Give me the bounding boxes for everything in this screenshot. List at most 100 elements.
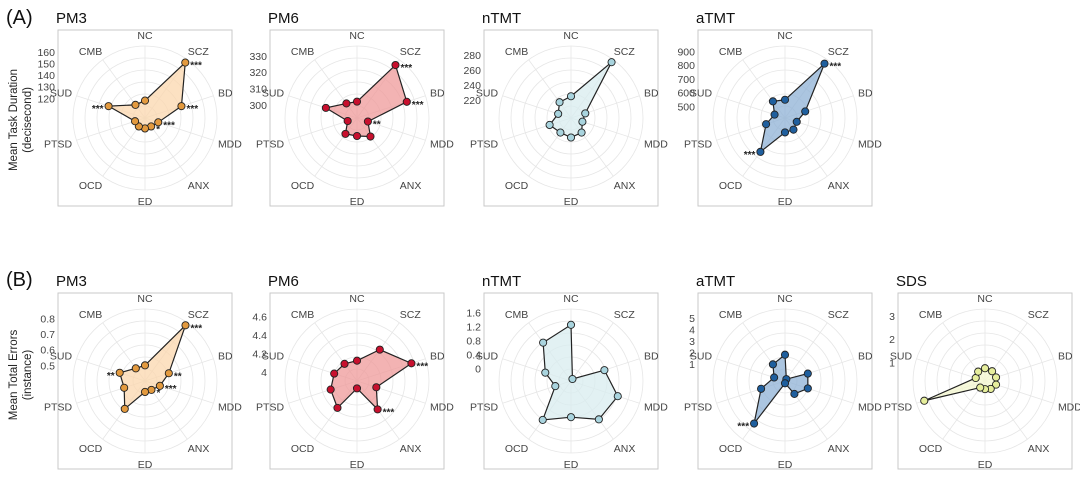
chart-a-pm6-tick: 320 <box>249 67 267 79</box>
chart-a-pm6-point-ed <box>352 131 362 141</box>
chart-a-pm6: PM6 NC SCZ BD MDD ANX ED OCD PTSD SUD CMB 300 310 320… <box>249 10 454 208</box>
chart-b-ntmt-point-nc <box>566 320 576 329</box>
chart-b-atmt-tick: 1 <box>689 359 695 371</box>
chart-a-pm6-point-sud <box>321 103 330 112</box>
chart-b-pm3-point-ptsd <box>120 383 129 392</box>
chart-b-ntmt-category-ed: ED <box>564 459 579 471</box>
row-a-ylabel-line2: (decisecond) <box>22 87 34 153</box>
row-b-label: (B) <box>6 269 33 291</box>
chart-b-sds-category-mdd: MDD <box>1058 402 1080 414</box>
chart-a-pm3-category-sud: SUD <box>50 87 73 99</box>
chart-a-pm3-category-cmb: CMB <box>79 46 102 58</box>
chart-a-ntmt-category-ptsd: PTSD <box>470 139 498 151</box>
chart-a-pm3-point-nc <box>140 96 150 105</box>
chart-b-ntmt-point-ocd <box>538 415 547 424</box>
chart-a-pm6-title: PM6 <box>268 10 299 27</box>
chart-a-pm3: PM3 NC SCZ BD MDD ANX ED OCD PTSD SUD CMB 120130140… <box>37 10 242 208</box>
chart-b-pm3-category-scz: SCZ <box>188 309 210 321</box>
chart-b-sds-category-ed: ED <box>978 459 993 471</box>
chart-b-pm3-category-anx: ANX <box>188 443 210 455</box>
chart-b-atmt-point-mdd <box>803 384 812 393</box>
chart-a-atmt-category-sud: SUD <box>690 87 713 99</box>
chart-a-pm3-category-mdd: MDD <box>218 139 242 151</box>
chart-b-pm6-point-sud <box>330 369 339 378</box>
chart-b-pm6-category-ptsd: PTSD <box>256 402 284 414</box>
chart-b-pm6-category-sud: SUD <box>262 350 285 362</box>
chart-b-pm3-point-mdd <box>155 381 164 390</box>
chart-b-ntmt-category-mdd: MDD <box>644 402 668 414</box>
chart-a-ntmt: nTMT NC SCZ BD MDD ANX ED OCD PTSD SUD CMB 220 240 26… <box>463 10 668 208</box>
chart-a-pm6-significance-mdd: ** <box>373 120 381 131</box>
chart-a-atmt-category-mdd: MDD <box>858 139 882 151</box>
chart-a-pm6-category-ptsd: PTSD <box>256 139 284 151</box>
chart-a-ntmt-category-ed: ED <box>564 196 579 208</box>
chart-b-sds-title: SDS <box>896 273 927 290</box>
chart-a-pm3-point-cmb <box>131 100 140 109</box>
chart-a-atmt-point-mdd <box>792 117 801 126</box>
chart-a-atmt-category-cmb: CMB <box>719 46 742 58</box>
chart-a-ntmt-category-nc: NC <box>563 30 579 42</box>
chart-b-ntmt-category-ptsd: PTSD <box>470 402 498 414</box>
chart-b-pm6-point-anx <box>373 405 382 414</box>
chart-b-pm3-category-nc: NC <box>137 293 153 305</box>
chart-a-atmt-tick: 600 <box>677 88 695 100</box>
chart-a-ntmt-point-ocd <box>556 128 565 137</box>
chart-a-ntmt-point-nc <box>566 92 576 101</box>
chart-b-pm6-tick: 4.4 <box>252 330 267 342</box>
chart-a-atmt-category-scz: SCZ <box>828 46 850 58</box>
chart-b-pm3-point-nc <box>140 361 150 370</box>
chart-b-atmt-point-ed <box>780 379 790 388</box>
chart-b-ntmt-point-bd <box>600 366 609 375</box>
chart-b-pm6-significance-anx: *** <box>383 407 395 418</box>
chart-a-pm6-point-anx <box>366 132 375 141</box>
chart-b-atmt-point-nc <box>780 350 790 359</box>
chart-a-pm6-point-ptsd <box>343 116 352 126</box>
chart-a-pm6-point-cmb <box>342 99 351 108</box>
chart-a-pm6-category-mdd: MDD <box>430 139 454 151</box>
chart-b-pm6-tick: 4 <box>261 367 267 379</box>
chart-a-atmt-point-anx <box>789 125 798 134</box>
chart-a-pm6-tick: 300 <box>249 100 267 112</box>
chart-a-ntmt-tick: 280 <box>463 50 481 62</box>
chart-b-pm6-category-scz: SCZ <box>400 309 422 321</box>
chart-b-pm6-category-ocd: OCD <box>291 443 315 455</box>
chart-a-atmt-tick: 800 <box>677 60 695 72</box>
chart-b-pm3-tick: 0.8 <box>40 313 55 325</box>
chart-b-sds-tick: 1 <box>889 357 895 369</box>
chart-b-atmt-category-scz: SCZ <box>828 309 850 321</box>
chart-a-pm6-category-ed: ED <box>350 196 365 208</box>
row-b-ylabel-line2: (instance) <box>22 350 34 401</box>
chart-a-ntmt-title: nTMT <box>482 10 521 27</box>
chart-b-pm3-category-cmb: CMB <box>79 309 102 321</box>
chart-a-atmt-category-anx: ANX <box>828 180 850 192</box>
chart-b-ntmt-title: nTMT <box>482 273 521 290</box>
chart-a-pm3-significance-anx: * <box>156 124 160 135</box>
chart-a-atmt-category-ocd: OCD <box>719 180 743 192</box>
chart-b-ntmt-category-cmb: CMB <box>505 309 528 321</box>
chart-a-ntmt-category-mdd: MDD <box>644 139 668 151</box>
chart-b-atmt-tick: 5 <box>689 313 695 325</box>
chart-b-sds-category-scz: SCZ <box>1028 309 1050 321</box>
chart-a-ntmt-point-anx <box>577 128 586 137</box>
row-a-label: (A) <box>6 7 33 29</box>
chart-a-atmt-tick: 900 <box>677 46 695 58</box>
chart-a-pm3-point-sud <box>104 102 113 111</box>
chart-b-ntmt-category-ocd: OCD <box>505 443 529 455</box>
chart-b-pm3-significance-anx: * <box>156 388 160 399</box>
chart-b-atmt-category-ptsd: PTSD <box>684 402 712 414</box>
chart-b-pm3-point-bd <box>164 369 173 378</box>
chart-a-atmt-significance-ocd: *** <box>744 150 756 161</box>
chart-b-pm6-category-cmb: CMB <box>291 309 314 321</box>
chart-b-pm3-point-scz <box>181 321 190 330</box>
chart-a-pm3-tick: 150 <box>37 58 55 70</box>
chart-a-pm6-point-mdd <box>363 117 372 126</box>
chart-b-pm3-tick: 0.7 <box>40 329 55 341</box>
chart-a-pm3-point-ptsd <box>131 117 140 126</box>
chart-b-sds-category-cmb: CMB <box>919 309 942 321</box>
chart-a-ntmt-tick: 260 <box>463 65 481 77</box>
chart-b-pm3-significance-mdd: *** <box>165 384 177 395</box>
chart-a-pm6-category-ocd: OCD <box>291 180 315 192</box>
chart-b-sds: SDS NC SCZ BD MDD ANX ED OCD PTSD SUD CMB 1 2 3 <box>884 273 1080 471</box>
chart-a-pm3-category-ocd: OCD <box>79 180 103 192</box>
